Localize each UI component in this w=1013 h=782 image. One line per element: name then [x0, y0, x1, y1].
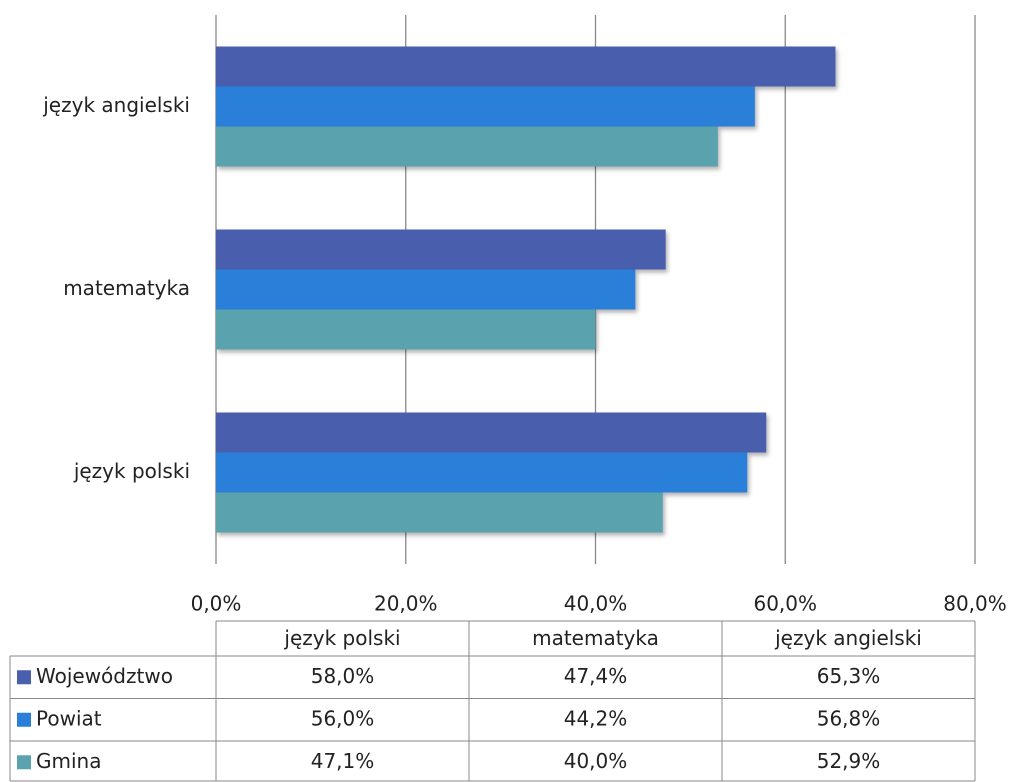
table-value: 47,1%: [311, 749, 375, 773]
x-tick-label: 20,0%: [374, 592, 438, 616]
bar: [216, 269, 636, 310]
table-value: 44,2%: [564, 706, 628, 730]
table-header: matematyka: [532, 626, 659, 650]
table-header: język angielski: [774, 626, 922, 650]
legend-label: Powiat: [36, 706, 102, 730]
table-value: 58,0%: [311, 664, 375, 688]
legend-label: Województwo: [36, 664, 173, 688]
bar: [216, 412, 767, 453]
legend-swatch: [17, 712, 31, 727]
bar: [216, 126, 718, 167]
table-value: 52,9%: [817, 749, 881, 773]
table-header: język polski: [283, 626, 400, 650]
x-tick-label: 80,0%: [943, 592, 1007, 616]
table-value: 56,0%: [311, 706, 375, 730]
bar: [216, 492, 663, 533]
x-tick-label: 0,0%: [191, 592, 242, 616]
bar: [216, 452, 748, 493]
table-value: 56,8%: [817, 706, 881, 730]
table-value: 65,3%: [817, 664, 881, 688]
legend-label: Gmina: [36, 749, 101, 773]
table-value: 47,4%: [564, 664, 628, 688]
table-value: 40,0%: [564, 749, 628, 773]
legend-swatch: [17, 670, 31, 685]
y-tick-label: matematyka: [63, 276, 190, 300]
bar: [216, 86, 755, 127]
x-tick-label: 60,0%: [753, 592, 817, 616]
legend-swatch: [17, 755, 31, 770]
y-tick-label: język polski: [73, 459, 190, 483]
bar: [216, 229, 666, 270]
bar: [216, 309, 596, 350]
bar: [216, 46, 836, 87]
y-tick-label: język angielski: [42, 93, 190, 117]
x-tick-label: 40,0%: [564, 592, 628, 616]
